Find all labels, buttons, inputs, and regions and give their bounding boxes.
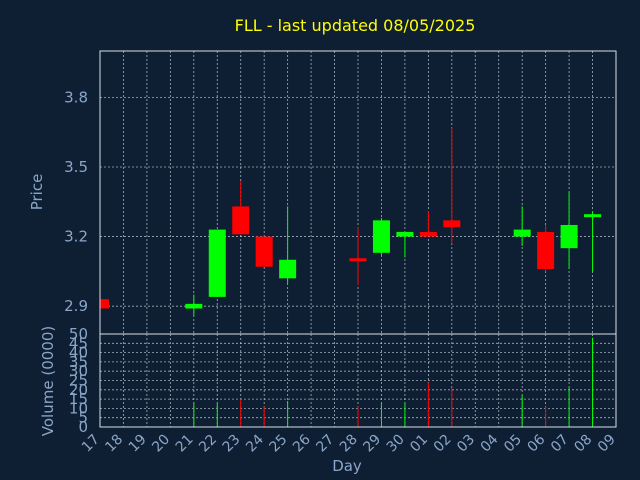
day-tick-label: 29: [360, 432, 384, 456]
day-tick-label: 30: [384, 432, 408, 456]
candle: [185, 294, 203, 316]
day-tick-label: 02: [431, 432, 455, 456]
candle-body: [537, 231, 555, 270]
volume-tick-label: 50: [69, 325, 88, 343]
x-axis-label: Day: [332, 457, 362, 475]
day-tick-label: 09: [595, 432, 619, 456]
volume-tick-label: 15: [69, 390, 88, 408]
day-tick-label: 24: [243, 431, 267, 455]
chart-title: FLL - last updated 08/05/2025: [235, 16, 476, 35]
volume-frame: [99, 333, 617, 428]
day-tick-label: 23: [220, 432, 244, 456]
candle: [255, 236, 273, 267]
day-axis-ticks: 17 18 19 20 21 22 23 24 25 26 27 28 29 30 01 02 03 04 05 06…: [79, 431, 619, 455]
candle-body: [560, 224, 578, 249]
day-tick-label: 25: [267, 432, 291, 456]
candle: [279, 206, 297, 283]
candle-body: [584, 214, 602, 218]
price-tick-label: 2.9: [64, 297, 88, 315]
candle: [232, 180, 250, 235]
candle: [560, 192, 578, 270]
day-tick-label: 18: [102, 432, 126, 456]
day-tick-label: 07: [548, 432, 572, 456]
candle-body: [349, 258, 367, 262]
candle-body: [443, 220, 461, 228]
candle: [396, 231, 414, 258]
candle-body: [255, 236, 273, 267]
candle: [537, 224, 555, 272]
candle: [208, 229, 226, 297]
volume-tick-label: 10: [69, 399, 88, 417]
candle-body: [208, 229, 226, 297]
candlesticks: [99, 127, 602, 316]
candle: [419, 211, 437, 237]
plot-frames: [99, 50, 617, 428]
day-tick-label: 28: [337, 432, 361, 456]
day-tick-label: 20: [149, 432, 173, 456]
candle: [99, 299, 109, 309]
candle: [349, 227, 367, 286]
price-tick-label: 3.5: [64, 158, 88, 176]
price-axis-ticks: 2.9 3.2 3.5 3.8: [64, 88, 88, 315]
candle: [372, 218, 390, 256]
volume-tick-label: 5: [78, 409, 88, 427]
volume-tick-label: 35: [69, 353, 88, 371]
candle-body: [396, 231, 414, 237]
volume-bars: [193, 337, 594, 427]
candle: [443, 127, 461, 244]
day-tick-label: 22: [196, 432, 220, 456]
candle-body: [232, 206, 250, 235]
candle-body: [279, 259, 297, 279]
day-tick-label: 08: [571, 432, 595, 456]
volume-tick-label: 25: [69, 372, 88, 390]
candle-body: [419, 231, 437, 237]
price-tick-label: 3.2: [64, 228, 88, 246]
day-tick-label: 19: [126, 432, 150, 456]
candle-body: [100, 299, 109, 309]
day-tick-label: 01: [407, 432, 431, 456]
day-tick-label: 27: [313, 432, 337, 456]
price-axis-label: Price: [28, 174, 46, 211]
price-grid: [99, 51, 617, 334]
day-tick-label: 04: [478, 431, 502, 455]
candle: [584, 211, 602, 272]
candle-body: [372, 220, 390, 253]
volume-axis-label: Volume (0000): [39, 326, 57, 436]
candle: [513, 206, 531, 246]
day-tick-label: 06: [525, 431, 549, 455]
day-tick-label: 21: [173, 432, 197, 456]
volume-tick-label: 30: [69, 362, 88, 380]
day-tick-label: 03: [454, 432, 478, 456]
candle-body: [185, 303, 203, 309]
volume-tick-label: 0: [78, 418, 88, 436]
candle-body: [513, 229, 531, 237]
day-tick-label: 26: [290, 431, 314, 455]
volume-tick-label: 40: [69, 344, 88, 362]
day-tick-label: 05: [501, 432, 525, 456]
volume-tick-label: 45: [69, 334, 88, 352]
price-tick-label: 3.8: [64, 88, 88, 106]
volume-tick-label: 20: [69, 381, 88, 399]
